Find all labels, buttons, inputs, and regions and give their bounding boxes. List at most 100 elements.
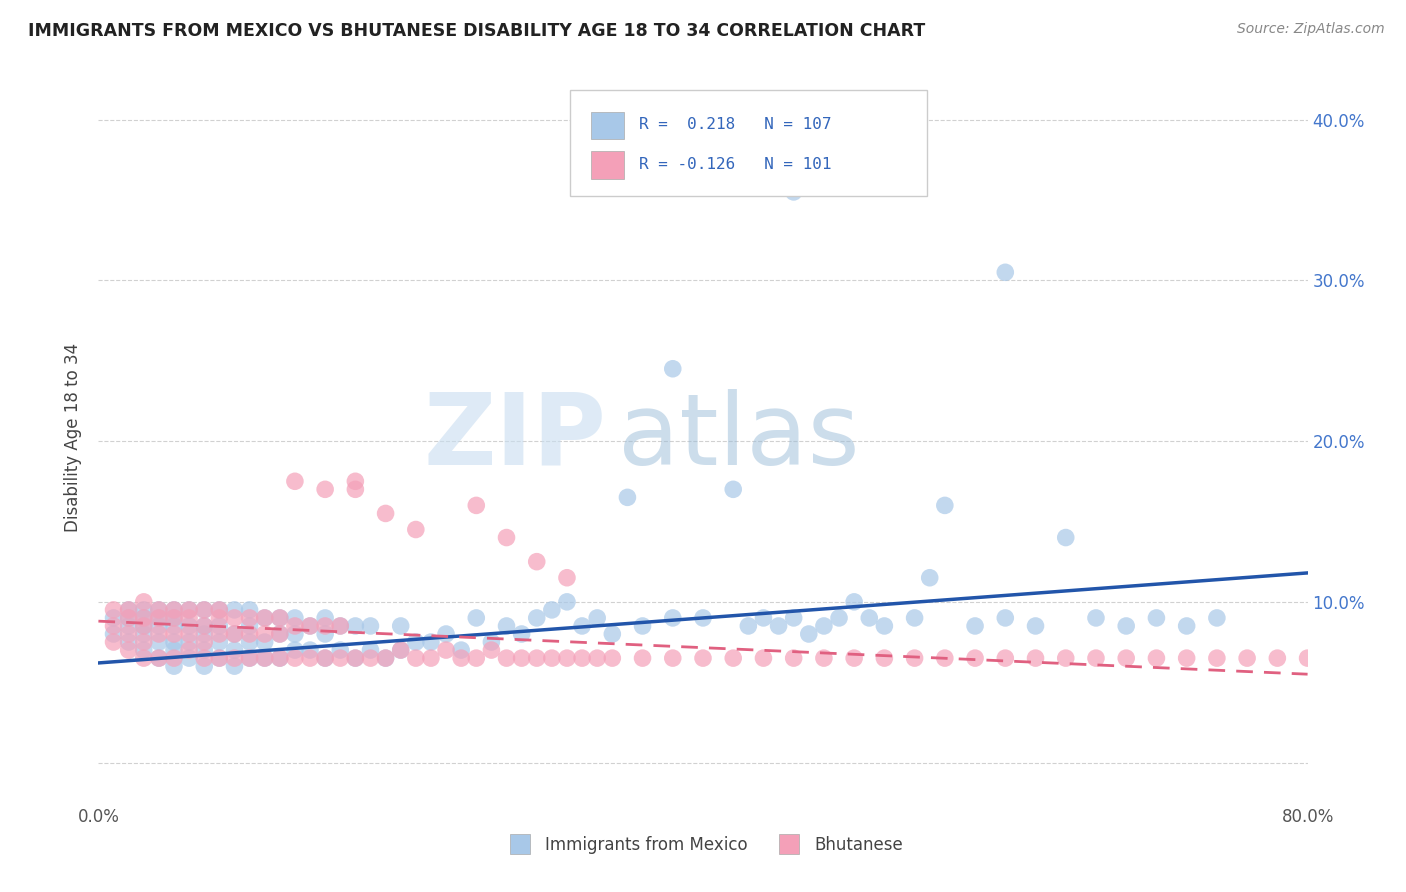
Point: [224, 611, 246, 625]
Point: [1144, 611, 1167, 625]
Point: [374, 651, 396, 665]
Point: [1206, 611, 1229, 625]
Point: [571, 651, 593, 665]
Point: [132, 635, 155, 649]
Point: [631, 651, 654, 665]
Point: [224, 627, 246, 641]
Point: [148, 619, 170, 633]
Point: [360, 619, 382, 633]
Point: [269, 627, 291, 641]
Point: [132, 651, 155, 665]
Point: [269, 651, 291, 665]
Point: [934, 499, 956, 513]
Point: [661, 361, 683, 376]
Text: atlas: atlas: [619, 389, 860, 485]
Point: [586, 651, 609, 665]
Point: [510, 627, 533, 641]
Point: [1175, 619, 1198, 633]
Point: [148, 635, 170, 649]
Point: [163, 611, 186, 625]
Point: [737, 619, 759, 633]
Point: [1206, 651, 1229, 665]
Point: [224, 603, 246, 617]
Point: [299, 619, 322, 633]
Point: [118, 611, 141, 625]
Point: [253, 611, 276, 625]
Point: [797, 627, 820, 641]
Point: [360, 643, 382, 657]
Point: [540, 603, 562, 617]
Point: [299, 651, 322, 665]
Point: [253, 627, 276, 641]
Point: [103, 627, 125, 641]
Point: [208, 627, 231, 641]
Point: [586, 611, 609, 625]
Point: [193, 659, 215, 673]
Point: [118, 611, 141, 625]
Point: [752, 651, 775, 665]
Point: [208, 603, 231, 617]
Point: [844, 651, 866, 665]
Point: [873, 619, 896, 633]
Point: [692, 611, 714, 625]
Point: [526, 651, 548, 665]
Point: [555, 651, 578, 665]
Point: [465, 499, 488, 513]
Point: [329, 651, 352, 665]
Point: [284, 627, 307, 641]
FancyBboxPatch shape: [569, 90, 927, 195]
Point: [314, 611, 336, 625]
Point: [495, 531, 517, 545]
Point: [132, 627, 155, 641]
Point: [420, 635, 443, 649]
Point: [269, 611, 291, 625]
Point: [314, 619, 336, 633]
Point: [118, 627, 141, 641]
Point: [344, 651, 367, 665]
Point: [284, 651, 307, 665]
Point: [858, 611, 880, 625]
Point: [510, 651, 533, 665]
Point: [103, 603, 125, 617]
Point: [103, 611, 125, 625]
Point: [783, 185, 806, 199]
Point: [193, 603, 215, 617]
Point: [904, 611, 927, 625]
Point: [1236, 651, 1258, 665]
Point: [193, 635, 215, 649]
Point: [132, 595, 155, 609]
Point: [284, 611, 307, 625]
Point: [481, 635, 503, 649]
Point: [1175, 651, 1198, 665]
Point: [148, 651, 170, 665]
Point: [344, 651, 367, 665]
Point: [148, 611, 170, 625]
Point: [193, 619, 215, 633]
Point: [239, 651, 262, 665]
Point: [540, 651, 562, 665]
Point: [163, 603, 186, 617]
Point: [389, 643, 412, 657]
Point: [208, 611, 231, 625]
Point: [179, 619, 201, 633]
Point: [132, 603, 155, 617]
Point: [253, 635, 276, 649]
Point: [374, 507, 396, 521]
Point: [132, 611, 155, 625]
Point: [148, 627, 170, 641]
Point: [526, 555, 548, 569]
Point: [360, 651, 382, 665]
Text: IMMIGRANTS FROM MEXICO VS BHUTANESE DISABILITY AGE 18 TO 34 CORRELATION CHART: IMMIGRANTS FROM MEXICO VS BHUTANESE DISA…: [28, 22, 925, 40]
Point: [783, 611, 806, 625]
Point: [239, 627, 262, 641]
Point: [481, 643, 503, 657]
Point: [1115, 619, 1137, 633]
Point: [284, 475, 307, 489]
Point: [904, 651, 927, 665]
Point: [299, 643, 322, 657]
Point: [1144, 651, 1167, 665]
Point: [163, 603, 186, 617]
Point: [148, 611, 170, 625]
Point: [813, 619, 835, 633]
Text: Source: ZipAtlas.com: Source: ZipAtlas.com: [1237, 22, 1385, 37]
